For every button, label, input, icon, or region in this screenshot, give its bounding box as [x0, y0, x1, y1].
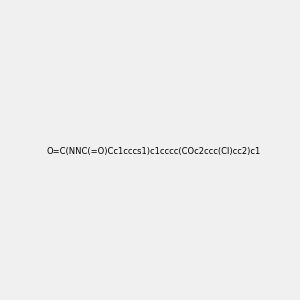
Text: O=C(NNC(=O)Cc1cccs1)c1cccc(COc2ccc(Cl)cc2)c1: O=C(NNC(=O)Cc1cccs1)c1cccc(COc2ccc(Cl)cc…	[46, 147, 261, 156]
